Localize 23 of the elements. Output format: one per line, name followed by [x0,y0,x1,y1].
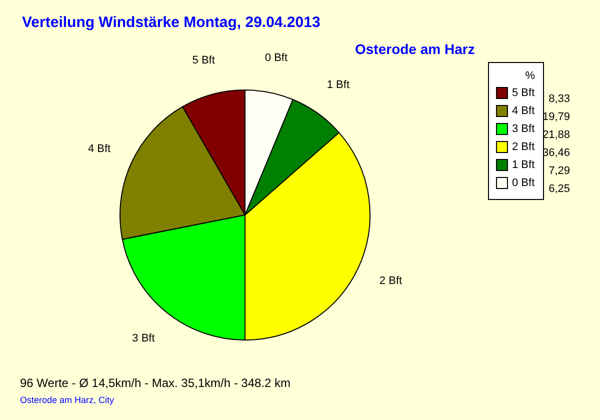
data-label: 7,29 [548,165,570,177]
data-label: 36,46 [542,147,570,159]
slice-label: 2 Bft [379,275,402,288]
legend-label: 0 Bft [512,177,535,189]
data-label: 19,79 [542,111,570,123]
legend-label: 1 Bft [512,159,535,171]
legend-label: 3 Bft [512,123,535,135]
slice-label: 0 Bft [264,52,288,64]
legend-title: % [525,70,536,82]
legend-label: 4 Bft [512,105,535,117]
data-label: 6,25 [548,183,570,195]
chart-title: Verteilung Windstärke Montag, 29.04.2013 [22,14,320,31]
data-label: 21,88 [542,129,570,141]
chart-subtitle: Osterode am Harz [355,41,475,57]
legend-label: 5 Bft [512,87,535,99]
data-label: 8,33 [548,93,570,105]
slice-label: 4 Bft [88,142,111,155]
slice-label: 1 Bft [326,78,350,91]
slice-label: 5 Bft [192,54,215,66]
text: Osterode am Harz, City [20,395,115,405]
legend-label: 2 Bft [512,141,535,153]
text: 96 Werte - Ø 14,5km/h - Max. 35,1km/h - 348.2 km [20,376,291,390]
slice-label: 3 Bft [132,332,155,345]
